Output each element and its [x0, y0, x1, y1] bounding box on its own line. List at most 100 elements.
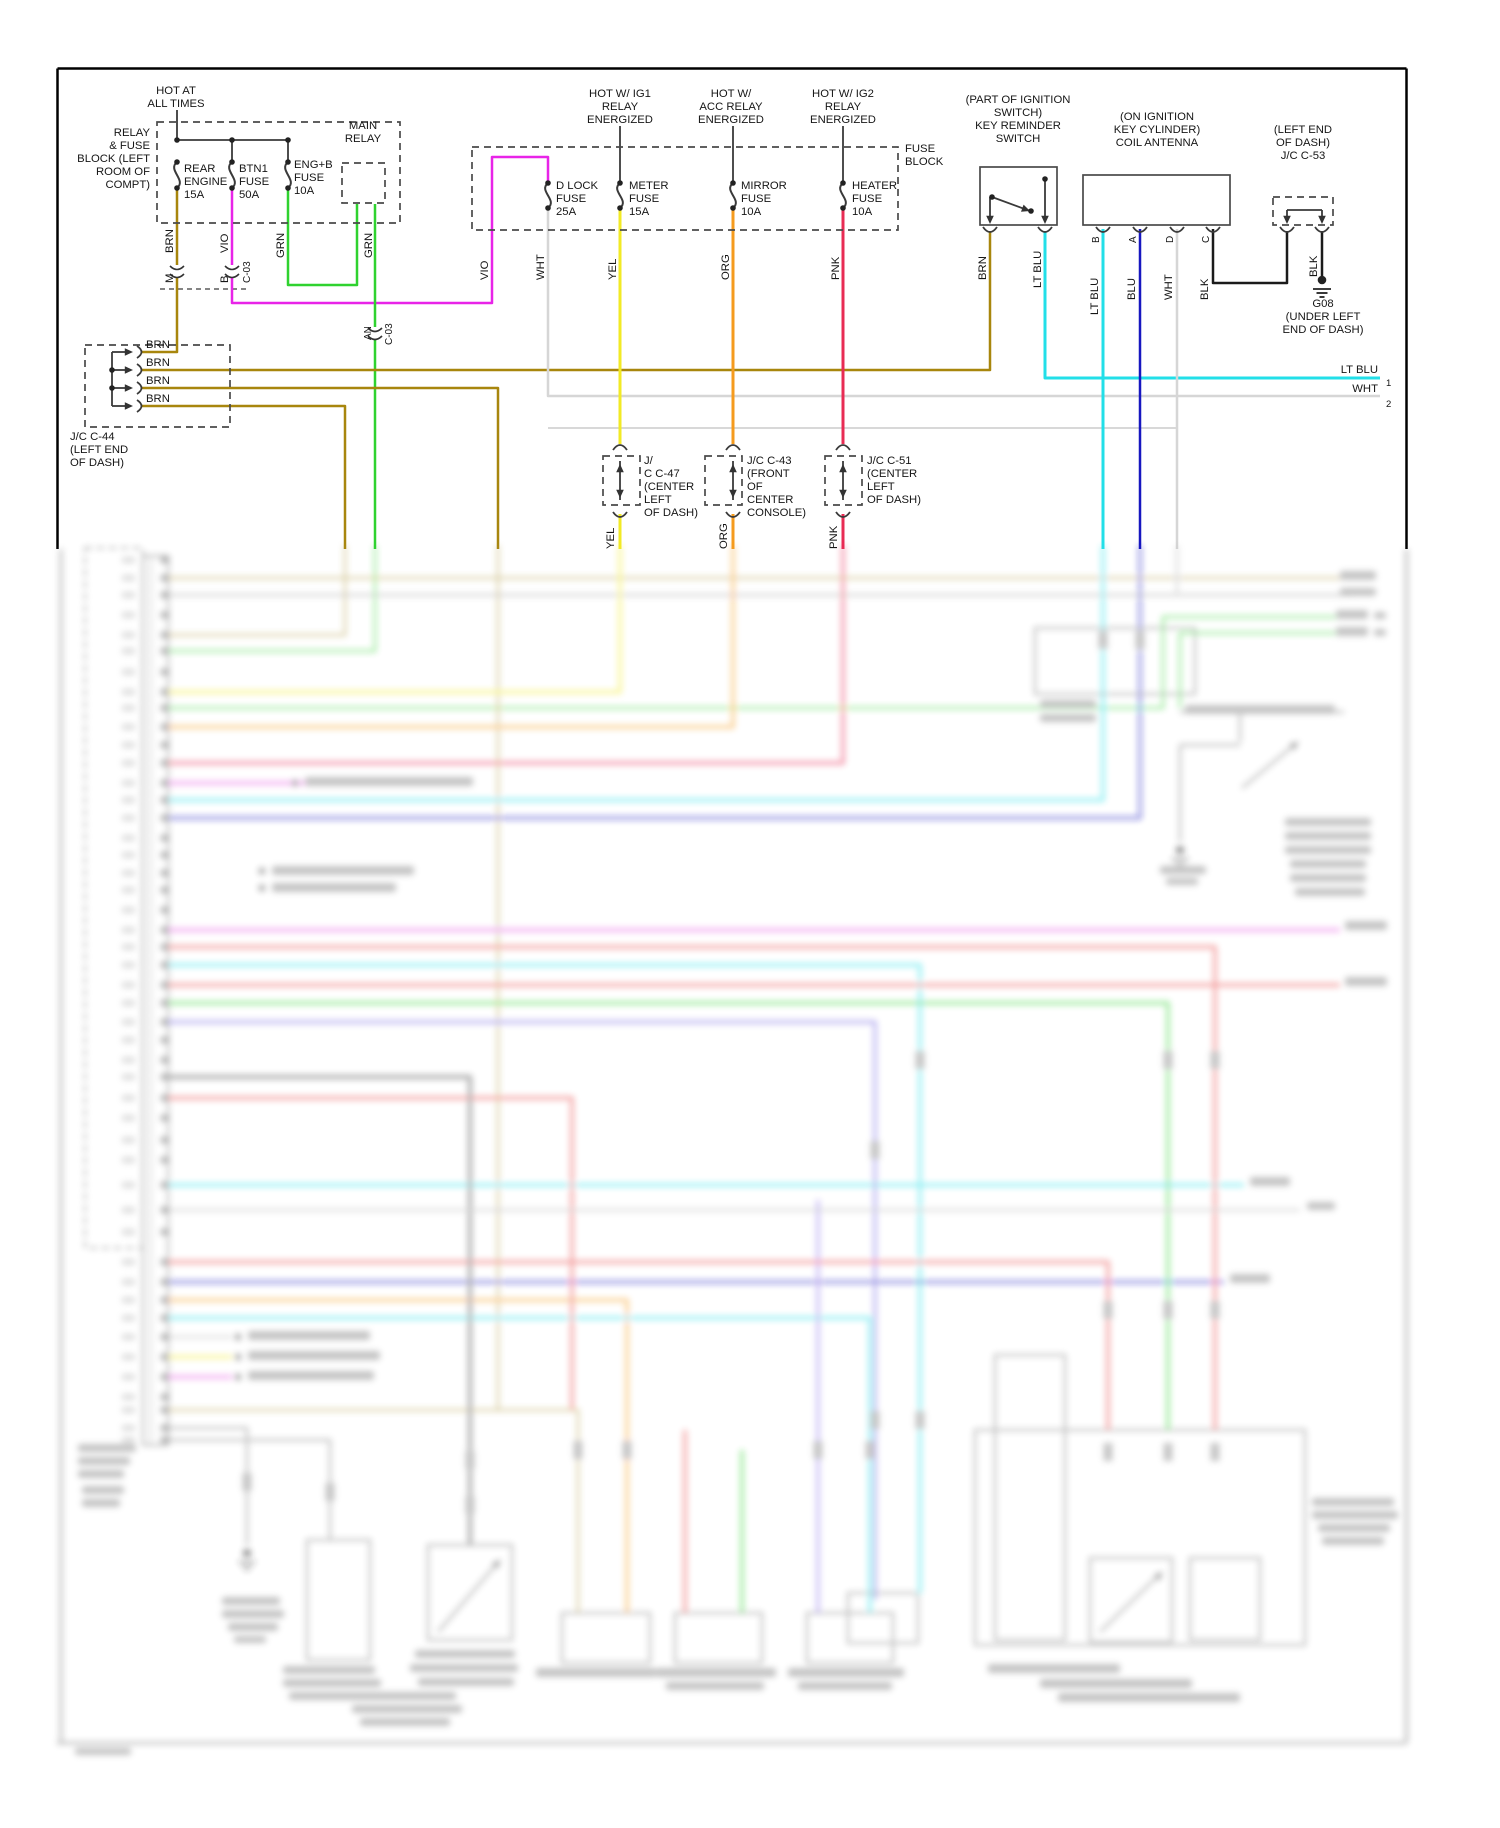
- connector-pin: [160, 834, 170, 842]
- pin-number-smudge: [122, 689, 135, 695]
- bw-org: [168, 545, 735, 729]
- connector-pin: [160, 1406, 170, 1414]
- junction-dot: [291, 779, 299, 787]
- connector-pin: [160, 1333, 170, 1341]
- label-pnk-stub: PNK: [828, 525, 840, 549]
- label-ltblu-out: LT BLU: [1341, 364, 1378, 376]
- junction-dot: [258, 884, 266, 892]
- wire-break-symbol: [169, 265, 185, 279]
- junction-dot: [258, 867, 266, 875]
- pin-number-smudge: [122, 648, 135, 654]
- wire-connector-mark: [870, 1411, 880, 1429]
- blurred-text: [78, 1470, 124, 1478]
- junction-dot: [229, 137, 235, 143]
- fuse-terminal: [285, 159, 291, 165]
- blur-box-b-switch: [427, 1544, 513, 1641]
- bw-ltb-2: [168, 963, 922, 1593]
- wire-brn-rear-engine-b: [142, 277, 179, 354]
- blurred-text: [410, 1664, 518, 1672]
- ground-symbol: [1175, 845, 1185, 855]
- fuse-terminal: [229, 159, 235, 165]
- blur-box-right-switch: [1089, 1557, 1173, 1643]
- wire-grn-engb: [286, 188, 359, 287]
- blurred-text: [788, 1668, 904, 1677]
- connector-pin: [160, 869, 170, 877]
- blurred-text: [1285, 818, 1371, 826]
- blurred-text: [352, 1692, 456, 1700]
- connector-pin: [160, 1018, 170, 1026]
- blurred-text: [1185, 705, 1335, 714]
- connector-arc: [1314, 226, 1330, 233]
- connector-arc: [1205, 226, 1221, 233]
- wire-connector-mark: [1210, 1301, 1220, 1319]
- fuse-symbol: [284, 161, 292, 189]
- pin-number-smudge: [122, 962, 135, 968]
- blur-connector-body: [142, 555, 169, 1446]
- wire-connector-mark: [1103, 1443, 1113, 1461]
- fuse-symbol: [839, 182, 847, 209]
- wire-connector-mark: [1163, 1301, 1173, 1319]
- bw-tan-bottom: [168, 1408, 580, 1613]
- wire-connector-mark: [622, 1441, 632, 1459]
- blurred-text: [272, 883, 396, 892]
- box-relay-fuse-block: [156, 121, 401, 224]
- wire-brn-row4: [142, 404, 347, 552]
- pin-number-smudge: [122, 1437, 135, 1443]
- label-pin-b: B: [219, 275, 231, 283]
- wire-connector-mark: [1163, 1051, 1173, 1069]
- arrowhead: [491, 1560, 500, 1569]
- arrowhead: [1021, 204, 1030, 212]
- arrowhead: [839, 464, 847, 473]
- pin-number-smudge: [122, 705, 135, 711]
- label-grn-vert-2: GRN: [363, 233, 375, 258]
- wire-blk-coil: [1211, 229, 1289, 285]
- blurred-text: [1295, 888, 1365, 896]
- blurred-text: [1307, 1202, 1335, 1210]
- blurred-text: [1336, 627, 1368, 636]
- connector-pin: [160, 704, 170, 712]
- connector-arc: [835, 444, 851, 451]
- label-g08: G08 (UNDER LEFT END OF DASH): [1283, 298, 1364, 336]
- connector-arc: [725, 511, 741, 518]
- label-relay-fuse-block: RELAY & FUSE BLOCK (LEFT ROOM OF COMPT): [77, 127, 150, 191]
- blurred-text: [248, 1331, 370, 1340]
- bw-gray-thick: [168, 1074, 473, 1545]
- blurred-text: [222, 1597, 280, 1605]
- arrowhead: [729, 489, 737, 498]
- connector-pin: [160, 1393, 170, 1401]
- label-pnk-vert: PNK: [830, 256, 842, 280]
- box-jc-c43: [704, 455, 743, 506]
- blurred-text: [1374, 629, 1386, 636]
- wire-connector-mark: [573, 1441, 583, 1459]
- connector-pin: [160, 1206, 170, 1214]
- pin-number-smudge: [122, 1157, 135, 1163]
- pin-number-smudge: [122, 742, 135, 748]
- label-jc-c53: (LEFT END OF DASH) J/C C-53: [1274, 124, 1332, 162]
- wire-connector-mark: [465, 1496, 475, 1514]
- fuse-terminal: [229, 185, 235, 191]
- label-brn-3: BRN: [146, 375, 170, 387]
- pin-number-smudge: [122, 852, 135, 858]
- arrowhead: [124, 402, 133, 410]
- label-hot-ig1: HOT W/ IG1 RELAY ENERGIZED: [587, 88, 653, 126]
- blurred-text: [1290, 874, 1366, 882]
- label-brn-4: BRN: [146, 393, 170, 405]
- blurred-text: [1340, 571, 1376, 580]
- connector-pin: [160, 1094, 170, 1102]
- label-jc-c51: J/C C-51 (CENTER LEFT OF DASH): [867, 455, 921, 506]
- connector-arc: [1037, 226, 1053, 233]
- wire-connector-mark: [1103, 1301, 1113, 1319]
- blurred-text: [272, 866, 414, 875]
- pin-number-smudge: [122, 612, 135, 618]
- label-mirror-fuse: MIRROR FUSE 10A: [741, 180, 787, 218]
- box-coil-antenna: [1082, 174, 1231, 226]
- pin-number-smudge: [122, 1407, 135, 1413]
- connector-pin: [160, 1156, 170, 1164]
- bw-red-4: [168, 1096, 574, 1410]
- pin-number-smudge: [122, 592, 135, 598]
- connector-pin: [160, 741, 170, 749]
- blur-box-right-inner2: [1189, 1557, 1261, 1641]
- connector-pin: [160, 943, 170, 951]
- label-pin-m: M: [164, 274, 176, 283]
